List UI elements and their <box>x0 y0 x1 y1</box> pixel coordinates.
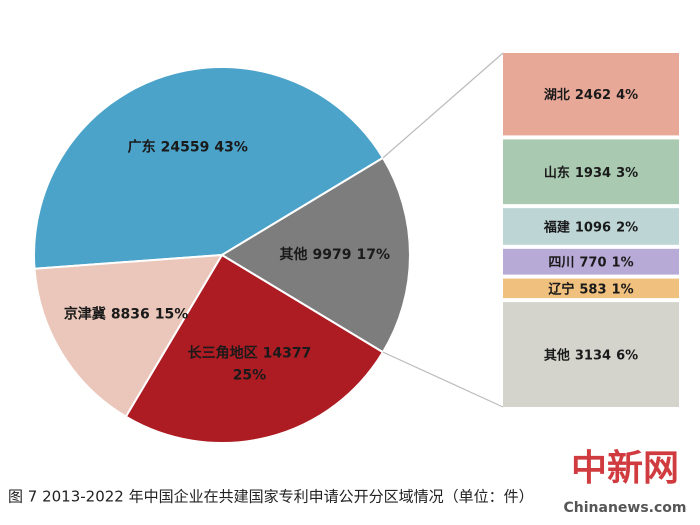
data-label: 山东 1934 3% <box>544 164 638 180</box>
label-part: 1% <box>612 255 634 270</box>
data-label: 其他 3134 6% <box>544 347 638 363</box>
bar-segment <box>503 248 679 275</box>
data-label: 湖北 2462 4% <box>544 88 638 103</box>
label-part: 广东 <box>128 139 156 156</box>
data-label: 广东 24559 43% <box>128 139 248 156</box>
watermark: 中新网 <box>571 448 679 489</box>
connector <box>382 351 504 408</box>
connector <box>382 52 504 159</box>
bar-segment <box>503 208 679 245</box>
label-part: 1934 <box>575 165 611 180</box>
label-part: 24559 <box>161 140 210 156</box>
label-part: 京津冀 <box>64 305 106 322</box>
label-part: 770 <box>579 255 606 270</box>
bar-segment <box>503 53 679 136</box>
data-label: 四川 770 1% <box>548 255 633 270</box>
watermark-site: Chinanews.com <box>563 500 686 516</box>
chart-title: 图 7 2013-2022 年中国企业在共建国家专利申请公开分区域情况（单位：件… <box>8 488 534 506</box>
label-part: 长三角地区 <box>188 344 258 361</box>
label-part: 4% <box>616 88 638 103</box>
label-part: 25% <box>233 367 267 383</box>
label-part: 3134 <box>575 348 611 363</box>
label-part: 9979 <box>313 247 352 263</box>
data-label: 辽宁 583 1% <box>548 281 633 297</box>
label-part: 2% <box>616 220 638 235</box>
label-part: 17% <box>357 247 391 263</box>
label-part: 湖北 <box>544 88 570 103</box>
label-part: 其他 <box>280 246 308 263</box>
pie-slice <box>124 253 385 444</box>
pie-slice <box>33 253 224 418</box>
pie-slice <box>220 156 411 354</box>
label-part: 2462 <box>575 88 611 103</box>
label-part: 福建 <box>543 219 570 235</box>
data-label: 京津冀 8836 15% <box>64 305 188 322</box>
label-part: 3% <box>616 165 638 180</box>
label-part: 1096 <box>575 220 611 235</box>
data-label: 其他 9979 17% <box>280 246 390 263</box>
bar-segment <box>503 278 679 299</box>
data-label: 长三角地区 14377 25% <box>188 344 312 383</box>
bar-segment <box>503 139 679 205</box>
label-part: 43% <box>214 140 248 156</box>
label-part: 8836 <box>111 306 150 322</box>
label-part: 583 <box>579 282 606 297</box>
pie-slice <box>33 66 385 270</box>
label-part: 四川 <box>548 255 574 270</box>
label-part: 山东 <box>544 164 570 180</box>
label-part: 14377 <box>263 345 312 361</box>
data-label: 福建 1096 2% <box>543 219 638 235</box>
label-part: 1% <box>612 282 634 297</box>
label-part: 其他 <box>544 347 570 363</box>
bar-segment <box>503 302 679 407</box>
label-part: 辽宁 <box>548 281 574 297</box>
label-part: 6% <box>616 348 638 363</box>
label-part: 15% <box>155 306 189 322</box>
